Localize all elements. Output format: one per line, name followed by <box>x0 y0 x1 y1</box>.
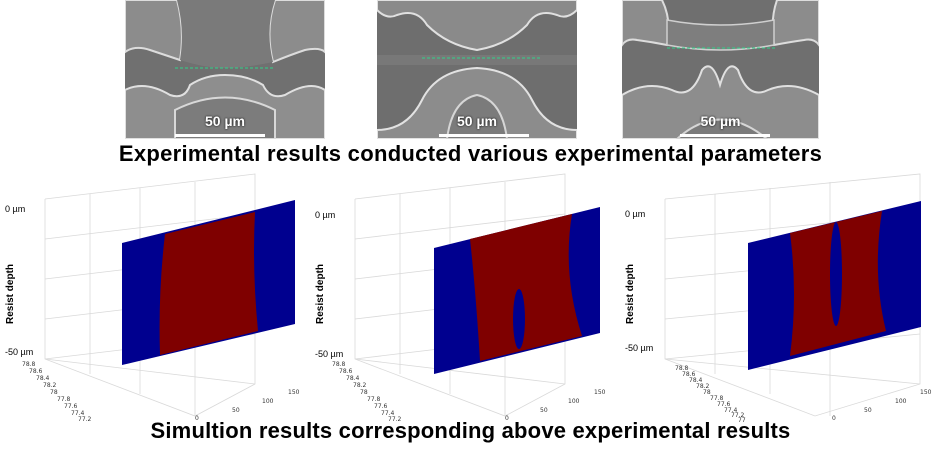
x-tick: 77.8 <box>367 396 381 403</box>
x-tick: 78.8 <box>675 365 689 372</box>
x-tick-labels: 78.8 78.6 78.4 78.2 78 77.8 77.6 77.4 77… <box>22 361 92 423</box>
scale-label: 50 µm <box>700 113 741 129</box>
resist-void <box>513 289 525 349</box>
y-tick-top: 0 µm <box>5 204 25 214</box>
z-tick-labels: 0 50 100 150 <box>832 389 932 422</box>
z-tick: 0 <box>195 415 199 422</box>
sem-image-3: 50 µm <box>622 0 819 139</box>
resist-region-red <box>159 212 258 355</box>
y-tick-top: 0 µm <box>625 209 645 219</box>
y-tick-bottom: -50 µm <box>5 347 33 357</box>
z-tick: 50 <box>232 407 240 414</box>
simulation-plot-3: Resist depth 0 µm -50 µm 78.8 78.6 78.4 … <box>620 173 941 424</box>
x-tick: 78.2 <box>696 383 710 390</box>
sem-micrograph-2 <box>377 0 577 139</box>
x-tick: 78.2 <box>353 382 367 389</box>
x-tick: 77.4 <box>71 410 85 417</box>
z-tick: 100 <box>262 398 274 405</box>
z-tick: 50 <box>540 407 548 414</box>
x-tick: 77.6 <box>717 401 731 408</box>
x-tick-labels: 78.8 78.6 78.4 78.2 78 77.8 77.6 77.4 77… <box>675 365 746 424</box>
z-tick: 150 <box>594 389 606 396</box>
scale-bar <box>175 134 265 137</box>
x-tick: 77.4 <box>724 407 738 414</box>
z-tick: 150 <box>288 389 300 396</box>
x-tick: 78.4 <box>689 377 703 384</box>
resist-void <box>830 222 842 326</box>
z-tick-labels: 0 50 100 150 <box>505 389 606 422</box>
x-tick: 78.8 <box>332 361 346 368</box>
x-tick: 77.4 <box>381 410 395 417</box>
x-tick: 77.8 <box>57 396 71 403</box>
x-tick: 78.4 <box>346 375 360 382</box>
y-tick-bottom: -50 µm <box>315 349 343 359</box>
z-tick: 0 <box>832 415 836 422</box>
y-axis-label: Resist depth <box>5 264 16 324</box>
scale-label: 50 µm <box>205 113 245 129</box>
x-tick-labels: 78.8 78.6 78.4 78.2 78 77.8 77.6 77.4 77… <box>332 361 402 423</box>
scale-bar <box>439 134 529 137</box>
x-tick: 78 <box>360 389 368 396</box>
x-tick: 77.2 <box>731 412 745 419</box>
z-tick: 50 <box>864 407 872 414</box>
experimental-caption: Experimental results conducted various e… <box>118 141 823 166</box>
x-tick: 77.2 <box>78 416 92 423</box>
sem-image-2: 50 µm <box>377 0 577 139</box>
z-tick-labels: 0 50 100 150 <box>195 389 300 422</box>
y-axis-label: Resist depth <box>315 264 326 324</box>
y-axis-label: Resist depth <box>625 264 636 324</box>
z-tick: 0 <box>505 415 509 422</box>
sem-micrograph-3 <box>622 0 819 139</box>
z-tick: 100 <box>895 398 907 405</box>
x-tick: 78.6 <box>29 368 43 375</box>
simulation-caption: Simultion results corresponding above ex… <box>150 418 791 443</box>
x-tick: 77.6 <box>64 403 78 410</box>
scale-label: 50 µm <box>457 113 497 129</box>
z-tick: 100 <box>568 398 580 405</box>
y-tick-top: 0 µm <box>315 210 335 220</box>
y-tick-bottom: -50 µm <box>625 343 653 353</box>
simulation-plot-1: Resist depth 0 µm -50 µm 78.8 78.6 78.4 … <box>0 173 300 423</box>
x-tick: 78.8 <box>22 361 36 368</box>
z-tick: 150 <box>920 389 932 396</box>
scale-bar <box>680 134 770 137</box>
x-tick: 77.2 <box>388 416 402 423</box>
resist-region-red <box>470 214 582 361</box>
sem-image-1: 50 µm <box>125 0 325 139</box>
x-tick: 77.6 <box>374 403 388 410</box>
x-tick: 77 <box>738 417 746 424</box>
x-tick: 78.4 <box>36 375 50 382</box>
x-tick: 78.6 <box>339 368 353 375</box>
x-tick: 78 <box>50 389 58 396</box>
sem-micrograph-1 <box>125 0 325 139</box>
x-tick: 78 <box>703 389 711 396</box>
x-tick: 77.8 <box>710 395 724 402</box>
x-tick: 78.6 <box>682 371 696 378</box>
simulation-plot-2: Resist depth 0 µm -50 µm 78.8 78.6 78.4 … <box>310 173 610 423</box>
x-tick: 78.2 <box>43 382 57 389</box>
